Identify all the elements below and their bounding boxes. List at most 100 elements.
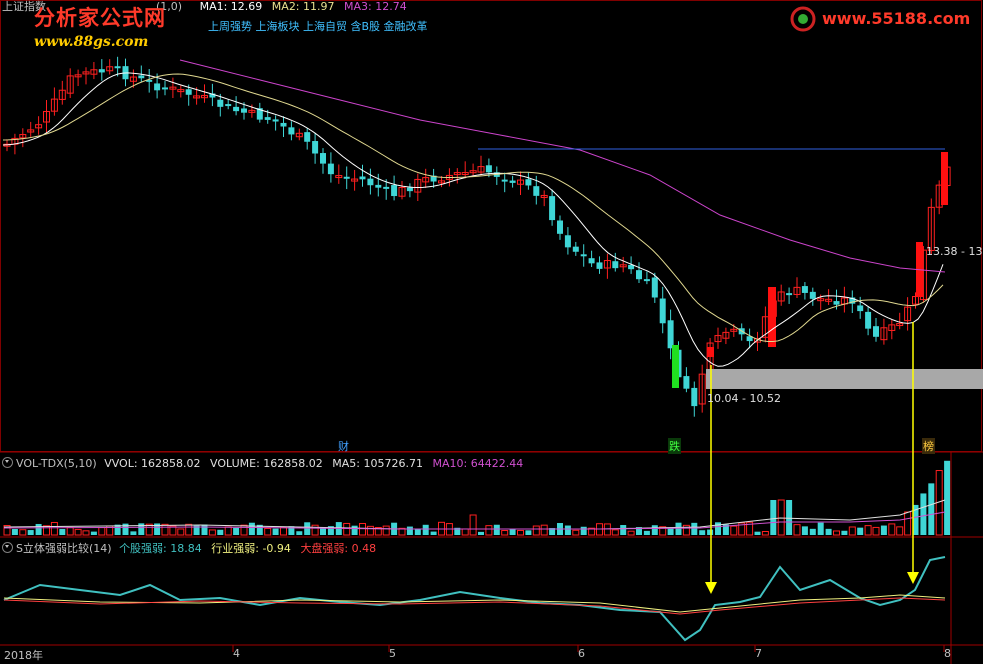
volume-bar [786,500,793,535]
candle-body [35,124,43,129]
volume-bar [707,529,714,535]
collapse-strength-icon[interactable] [2,542,13,553]
candle-body [509,180,516,183]
volume-bars [3,460,951,536]
volume-bar [122,523,129,535]
candle-body [849,297,856,304]
candle-body [746,336,753,342]
volume-bar [722,524,729,535]
marker-bang[interactable]: 榜 [922,438,935,454]
volume-bar [517,529,524,536]
ma10-value: MA10: 64422.44 [432,457,524,470]
candle-body [74,74,82,78]
candle-body [485,165,492,173]
volume-bar [320,527,326,535]
signal-candle-green [672,345,679,388]
marker-cai[interactable]: 财 [338,440,349,453]
volume-bar [240,524,248,536]
volume-bar [327,526,334,535]
volume-bar [272,528,279,535]
moving-average-lines [2,59,946,367]
volume-bar [27,530,34,535]
candle-body [477,166,485,173]
volume-bar [351,525,358,535]
price-zone-box [706,369,983,389]
candle-body [603,260,611,269]
x-label-7: 7 [755,647,762,660]
candle-body [335,175,343,179]
candle-body [461,172,469,176]
concept-tags: 上周强势 上海板块 上海自贸 含B股 金融改革 [208,20,428,33]
volume-bar [888,523,896,536]
volume-bar [833,530,840,536]
candle-body [414,178,422,193]
candle-body [217,99,224,107]
x-label-8: 8 [944,647,951,660]
volume-bar [572,529,580,536]
volume-ma5 [3,499,946,530]
stock-title: 上证指数 [2,0,46,13]
volume-bar [857,527,864,535]
candle-body [304,132,311,142]
candle-body [320,153,326,164]
collapse-volume-icon[interactable] [2,457,13,468]
strength-header: S立体强弱比较(14) 个股强弱: 18.84 行业强弱: -0.94 大盘强弱… [2,540,376,556]
candle-body [801,286,808,293]
market-strength: 大盘强弱: 0.48 [300,542,377,555]
candle-body [628,264,635,270]
volume-bar [659,526,667,536]
x-label-5: 5 [389,647,396,660]
marker-die[interactable]: 跌 [668,438,681,454]
volume-bar [777,499,785,536]
volume-bar [746,521,754,536]
volume-bar [564,525,571,535]
candle-body [588,258,595,264]
candle-body [162,87,168,90]
candle-body [698,373,706,405]
candle-body [98,69,105,73]
volume-bar [374,527,382,536]
volume-bar [691,522,698,535]
candle-body [209,93,216,98]
ma1-line [2,72,944,367]
volume-bar [493,524,500,535]
candle-body [406,187,413,192]
candle-body [691,387,698,407]
candle-body [169,86,177,90]
volume-ma10 [3,511,946,530]
candle-body [825,298,833,302]
candle-body [501,179,508,182]
volume-name: VOL-TDX(5,10) [16,457,97,470]
volume-bar [825,528,832,535]
volume-bar [715,522,721,535]
volume-bar [138,523,145,535]
candle-body [375,184,382,188]
volume-bar [343,522,351,536]
candle-body [619,264,627,268]
volume-bar [422,524,429,535]
volume-bar [359,522,366,536]
candle-body [50,98,58,112]
volume-bar [98,527,106,536]
volume-bar [904,511,912,536]
volume-bar [588,527,596,536]
candle-body [351,178,359,182]
volume-bar [161,523,169,536]
stock-strength: 个股强弱: 18.84 [119,542,202,555]
volume-bar [193,525,200,535]
candle-body [201,95,208,99]
candle-body [730,328,738,332]
candle-body [833,301,840,305]
price-box-label: 10.04 - 10.52 [707,392,781,405]
candle-body [636,270,642,280]
candle-body [612,261,619,269]
volume-bar [169,525,177,536]
annotations [478,148,983,594]
volume-bar [296,531,303,535]
candle-body [272,119,279,122]
volume-bar [848,526,856,536]
candle-body [786,293,793,296]
candle-body [683,376,690,389]
